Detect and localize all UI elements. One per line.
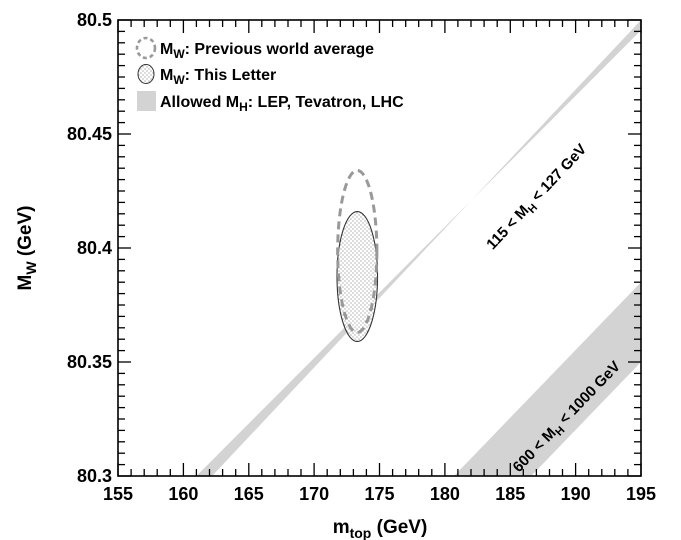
x-tick-label: 165: [234, 484, 264, 504]
ellipse-this-letter: [336, 210, 379, 343]
legend: MW: Previous world average MW: This Lette…: [135, 36, 404, 114]
x-tick-label: 180: [430, 484, 460, 504]
y-tick-label: 80.35: [67, 352, 112, 372]
legend-label-1: MW: Previous world average: [160, 41, 374, 61]
x-tick-label: 185: [495, 484, 525, 504]
band-label-1: 115 < MH < 127 GeV: [483, 141, 592, 255]
allowed-mh-band-2: [454, 282, 641, 476]
ellipse-previous-average: [336, 168, 379, 334]
legend-swatch-this-letter: [137, 64, 155, 84]
legend-label-3: Allowed MH: LEP, Tevatron, LHC: [160, 94, 404, 114]
y-tick-label: 80.5: [77, 10, 112, 30]
legend-swatch-previous: [135, 36, 157, 60]
bands-layer: [196, 20, 641, 476]
y-tick-label: 80.45: [67, 124, 112, 144]
y-tick-label: 80.3: [77, 466, 112, 486]
y-axis-label: MW (GeV): [15, 206, 39, 291]
ellipse-layer: [336, 168, 379, 343]
x-tick-label: 190: [561, 484, 591, 504]
x-tick-label: 170: [299, 484, 329, 504]
x-tick-label: 155: [103, 484, 133, 504]
legend-swatch-band: [137, 91, 156, 111]
tick-labels-layer: 155 160 165 170 175 180 185 190 195 80.3 80.35 80.4…: [67, 10, 656, 504]
x-tick-label: 195: [626, 484, 656, 504]
x-axis-label: mtop (GeV): [333, 517, 428, 540]
legend-label-2: MW: This Letter: [160, 67, 276, 87]
x-tick-label: 175: [364, 484, 394, 504]
ticks-layer: [117, 19, 642, 477]
x-tick-label: 160: [168, 484, 198, 504]
y-tick-label: 80.4: [77, 238, 112, 258]
